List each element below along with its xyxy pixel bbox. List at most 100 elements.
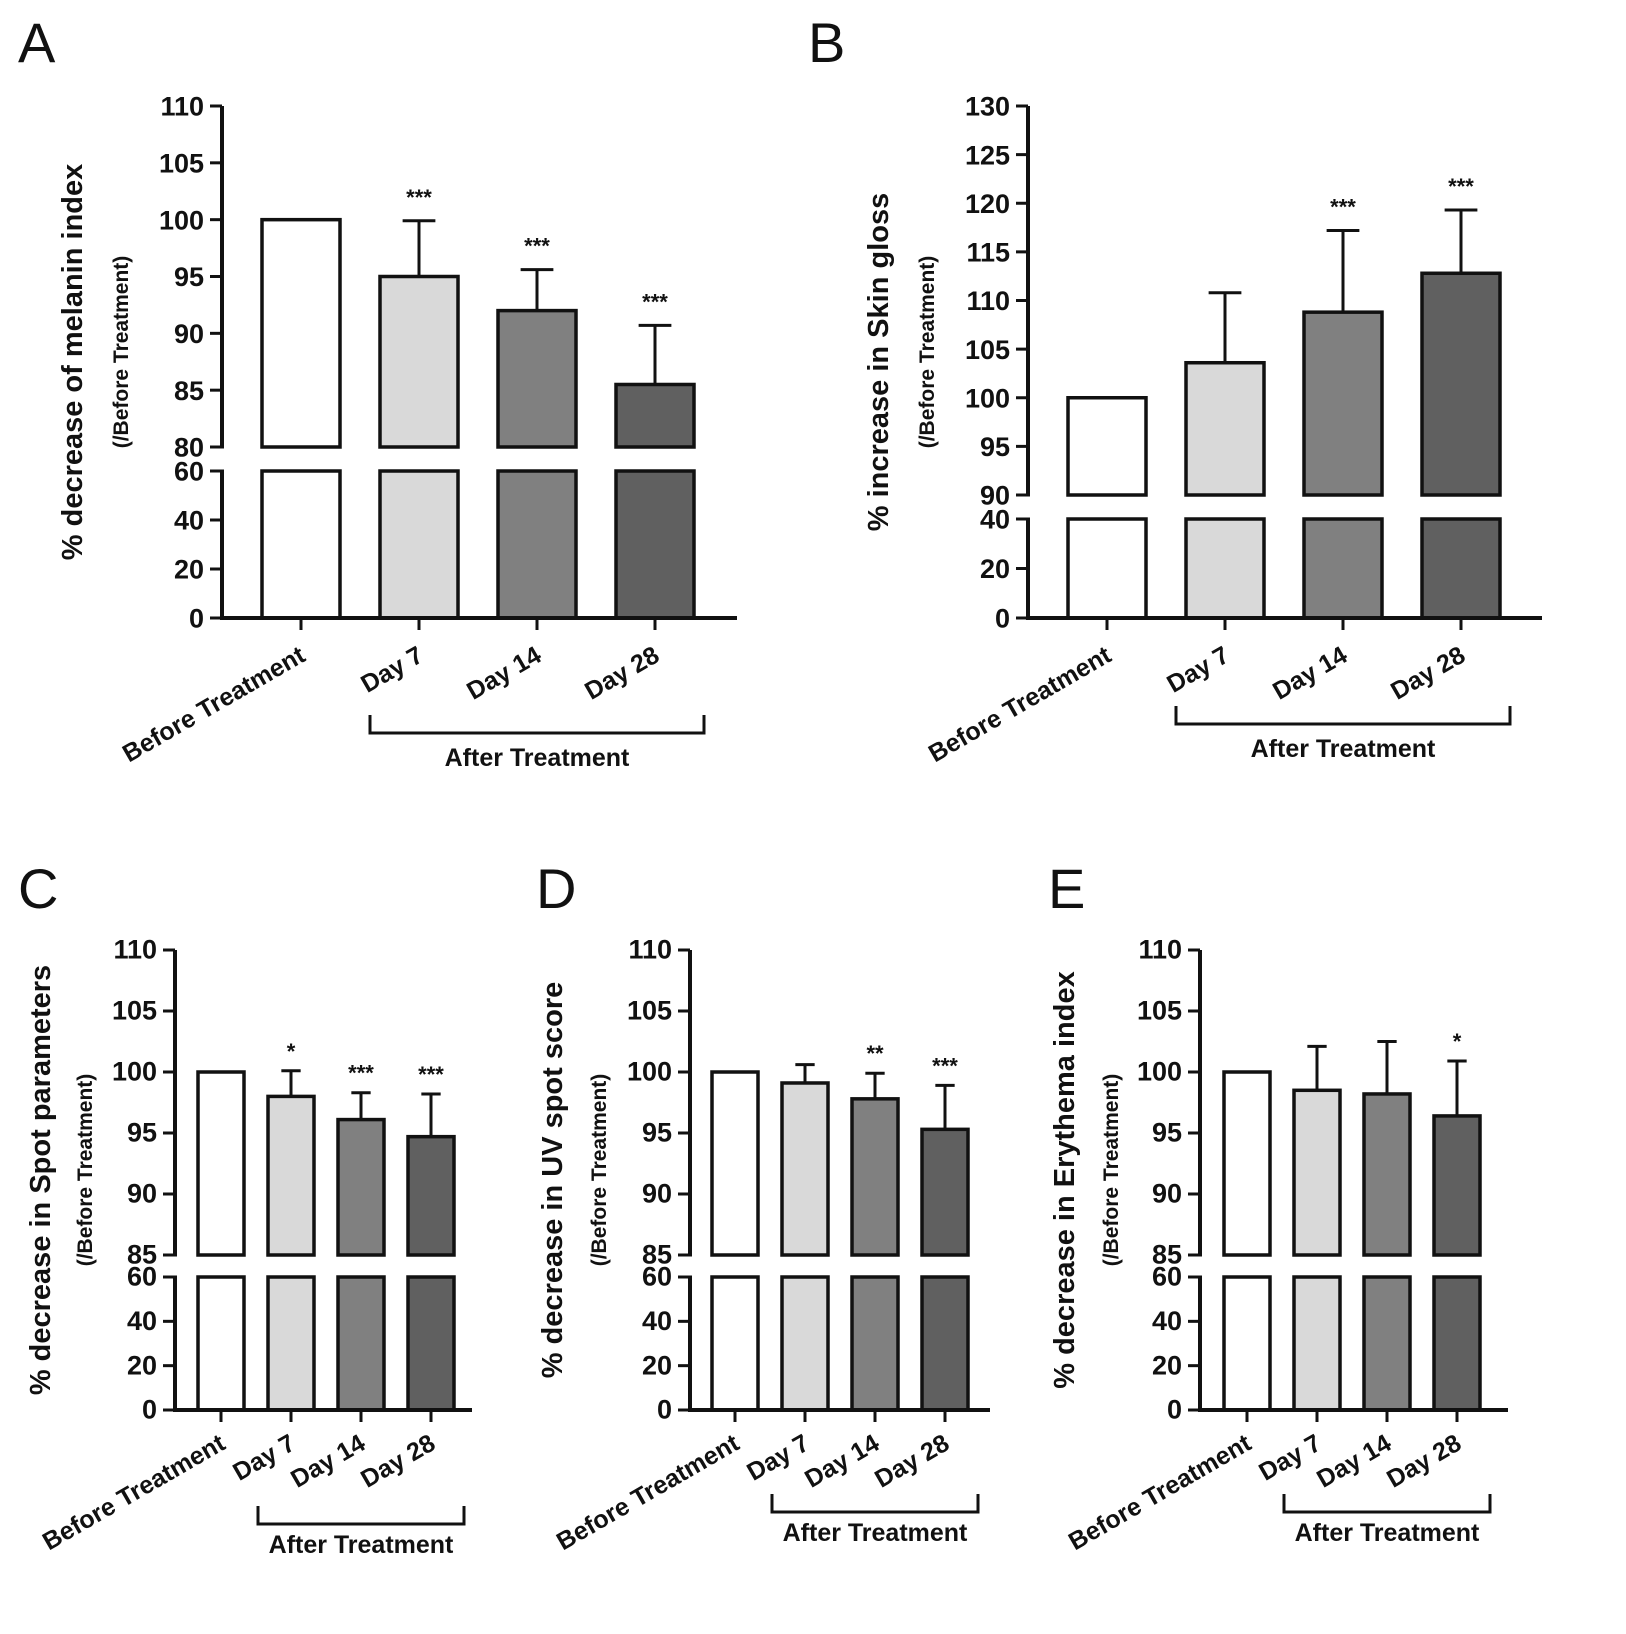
significance-label: *** bbox=[932, 1053, 958, 1078]
category-label: Day 14 bbox=[462, 641, 546, 706]
y-tick-label: 85 bbox=[642, 1240, 672, 1270]
panel-label: E bbox=[1048, 857, 1085, 920]
y-tick-label: 85 bbox=[1152, 1240, 1182, 1270]
group-bracket bbox=[368, 715, 706, 735]
y-tick-label: 20 bbox=[127, 1350, 157, 1380]
y-tick-label: 95 bbox=[127, 1118, 157, 1148]
axis-break-gap bbox=[163, 1257, 474, 1275]
y-tick-label: 90 bbox=[980, 481, 1010, 511]
y-tick-label: 0 bbox=[1167, 1395, 1182, 1425]
bar-upper bbox=[496, 308, 578, 449]
bar-lower bbox=[614, 469, 696, 620]
bar-lower bbox=[406, 1275, 456, 1412]
significance-label: *** bbox=[348, 1061, 374, 1086]
category-label: Day 7 bbox=[1162, 641, 1234, 699]
axis-break-gap bbox=[678, 1257, 992, 1275]
category-label: Before Treatment bbox=[924, 641, 1117, 768]
group-bracket bbox=[256, 1506, 466, 1526]
y-tick-label: 60 bbox=[1152, 1262, 1182, 1292]
category-label: Day 28 bbox=[1382, 1429, 1466, 1494]
bar-lower bbox=[1432, 1275, 1482, 1412]
bar-lower bbox=[378, 469, 460, 620]
y-tick-label: 60 bbox=[642, 1262, 672, 1292]
group-bracket bbox=[770, 1494, 980, 1514]
panel-label: A bbox=[18, 11, 56, 74]
y-tick-label: 0 bbox=[995, 604, 1010, 634]
y-tick-label: 95 bbox=[1152, 1118, 1182, 1148]
category-label: Day 7 bbox=[228, 1429, 300, 1487]
y-axis-title: % decrease of melanin index bbox=[57, 164, 89, 560]
significance-label: ** bbox=[866, 1041, 884, 1066]
y-axis-title: % decrease in UV spot score bbox=[537, 982, 569, 1379]
y-tick-label: 85 bbox=[174, 376, 204, 406]
panel-label: C bbox=[18, 857, 58, 920]
significance-label: *** bbox=[406, 185, 432, 210]
group-label: After Treatment bbox=[269, 1531, 454, 1559]
y-tick-label: 105 bbox=[159, 149, 204, 179]
y-tick-label: 40 bbox=[980, 505, 1010, 535]
category-label: Before Treatment bbox=[552, 1429, 745, 1556]
category-label: Day 28 bbox=[356, 1429, 440, 1494]
bar-upper bbox=[1420, 271, 1502, 497]
significance-label: *** bbox=[642, 289, 668, 314]
y-tick-label: 105 bbox=[965, 335, 1010, 365]
y-tick-label: 80 bbox=[174, 433, 204, 463]
category-label: Day 28 bbox=[1386, 641, 1470, 706]
bar-upper bbox=[710, 1070, 760, 1257]
axis-break-gap bbox=[1016, 497, 1544, 517]
category-label: Day 7 bbox=[1254, 1429, 1326, 1487]
y-tick-label: 85 bbox=[127, 1240, 157, 1270]
category-label: Before Treatment bbox=[118, 641, 311, 768]
bar-upper bbox=[1184, 360, 1266, 497]
y-tick-label: 100 bbox=[159, 205, 204, 235]
bar-lower bbox=[336, 1275, 386, 1412]
bar-lower bbox=[710, 1275, 760, 1412]
panel-label: B bbox=[808, 11, 845, 74]
group-bracket bbox=[1174, 706, 1512, 726]
y-tick-label: 90 bbox=[1152, 1179, 1182, 1209]
bar-lower bbox=[1302, 517, 1384, 620]
significance-label: *** bbox=[1448, 174, 1474, 199]
y-tick-label: 115 bbox=[966, 238, 1010, 268]
bar-lower bbox=[1222, 1275, 1272, 1412]
bar-upper bbox=[196, 1070, 246, 1257]
group-bracket bbox=[1282, 1494, 1492, 1514]
y-tick-label: 90 bbox=[642, 1179, 672, 1209]
y-tick-label: 20 bbox=[980, 554, 1010, 584]
y-tick-label: 110 bbox=[966, 286, 1010, 316]
group-label: After Treatment bbox=[1251, 735, 1436, 763]
y-tick-label: 110 bbox=[628, 935, 672, 965]
y-tick-label: 20 bbox=[174, 555, 204, 585]
y-axis-subtitle: (/Before Treatment) bbox=[110, 256, 133, 449]
bar-upper bbox=[1362, 1092, 1412, 1257]
bar-upper bbox=[1292, 1088, 1342, 1257]
bar-lower bbox=[1184, 517, 1266, 620]
bar-upper bbox=[1302, 310, 1384, 497]
y-tick-label: 110 bbox=[113, 935, 157, 965]
bar-lower bbox=[1066, 517, 1148, 620]
bar-upper bbox=[1222, 1070, 1272, 1257]
bar-lower bbox=[496, 469, 578, 620]
bar-lower bbox=[920, 1275, 970, 1412]
y-tick-label: 95 bbox=[174, 262, 204, 292]
y-tick-label: 105 bbox=[627, 996, 672, 1026]
y-tick-label: 40 bbox=[127, 1306, 157, 1336]
category-label: Day 7 bbox=[742, 1429, 814, 1487]
y-tick-label: 100 bbox=[965, 383, 1010, 413]
group-label: After Treatment bbox=[1295, 1519, 1480, 1547]
significance-label: * bbox=[287, 1039, 296, 1064]
bar-upper bbox=[920, 1127, 970, 1257]
bar-upper bbox=[1066, 396, 1148, 497]
category-label: Day 14 bbox=[286, 1429, 370, 1494]
bar-lower bbox=[260, 469, 342, 620]
y-tick-label: 60 bbox=[127, 1262, 157, 1292]
panel-a: A *** *** *** 80 85 90 95 100 105 110 0 20 40 60 Before… bbox=[18, 11, 739, 772]
y-tick-label: 120 bbox=[965, 189, 1010, 219]
bar-upper bbox=[378, 274, 460, 449]
bar-lower bbox=[196, 1275, 246, 1412]
bar-lower bbox=[850, 1275, 900, 1412]
bar-lower bbox=[780, 1275, 830, 1412]
y-tick-label: 0 bbox=[189, 604, 204, 634]
